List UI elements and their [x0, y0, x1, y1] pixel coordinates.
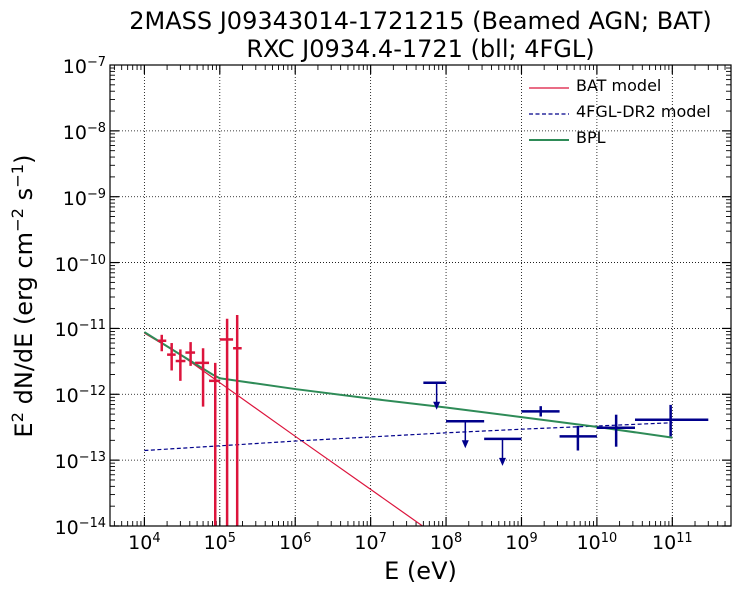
- y-axis-label-mid: s: [10, 187, 38, 208]
- x-tick-label: 109: [505, 530, 538, 554]
- chart-subtitle: RXC J0934.4-1721 (bll; 4FGL): [246, 35, 595, 63]
- bat-data-point: [219, 318, 234, 526]
- y-axis-label-base: E: [10, 422, 38, 438]
- fermi-data-point: [559, 425, 597, 451]
- x-tick-label: 105: [203, 530, 236, 554]
- bat-data-point: [233, 314, 242, 526]
- y-tick-label: 10−10: [54, 252, 106, 276]
- y-tick-label: 10−9: [62, 186, 106, 210]
- fermi-ul-arrow: [498, 457, 506, 466]
- ticks: [110, 65, 732, 527]
- fermi-data-point: [596, 414, 635, 447]
- fermi-data-point: [446, 419, 485, 449]
- legend-label-4fgl-model: 4FGL-DR2 model: [576, 102, 711, 121]
- fermi-ul-arrow: [433, 401, 441, 410]
- x-tick-label: 107: [354, 530, 387, 554]
- series-line-4fgl-dr2-model: [144, 422, 673, 452]
- bat-data-point: [175, 349, 186, 381]
- fermi-data-point: [521, 406, 560, 417]
- fermi-data-point: [484, 437, 522, 466]
- chart-title: 2MASS J09343014-1721215 (Beamed AGN; BAT…: [129, 7, 712, 35]
- x-tick-label: 106: [279, 530, 312, 554]
- y-tick-label: 10−8: [62, 120, 106, 144]
- bat-data-point: [195, 348, 210, 407]
- plot-frame: [109, 64, 732, 527]
- bat-data-point: [185, 342, 196, 366]
- legend-label-bpl: BPL: [576, 128, 606, 147]
- fermi-data-point: [423, 381, 447, 410]
- y-axis-label-pre: dN/dE (erg cm: [10, 232, 38, 405]
- x-tick-label: 1010: [576, 530, 618, 554]
- x-tick-label: 108: [429, 530, 463, 554]
- series-line-bpl: [143, 331, 673, 439]
- fermi-ul-arrow: [461, 440, 469, 449]
- data-layer: [143, 314, 709, 526]
- fermi-data-point: [634, 404, 709, 437]
- bat-data-point: [167, 343, 176, 371]
- x-axis-label: E (eV): [384, 557, 457, 585]
- y-tick-label: 10−13: [54, 450, 106, 474]
- y-tick-label: 10−14: [54, 515, 106, 539]
- legend-label-bat-model: BAT model: [576, 76, 662, 95]
- y-tick-label: 10−7: [62, 54, 106, 78]
- x-tick-label: 1011: [652, 530, 693, 554]
- x-tick-label: 104: [128, 530, 161, 554]
- bat-data-point: [209, 362, 220, 526]
- y-tick-label: 10−11: [54, 318, 106, 342]
- y-axis-label: E2 dN/dE (erg cm−2 s−1): [8, 154, 38, 438]
- grid: [110, 65, 731, 526]
- y-tick-label: 10−12: [54, 384, 106, 408]
- bat-data-point: [157, 334, 167, 352]
- y-axis-label-end: ): [10, 154, 38, 164]
